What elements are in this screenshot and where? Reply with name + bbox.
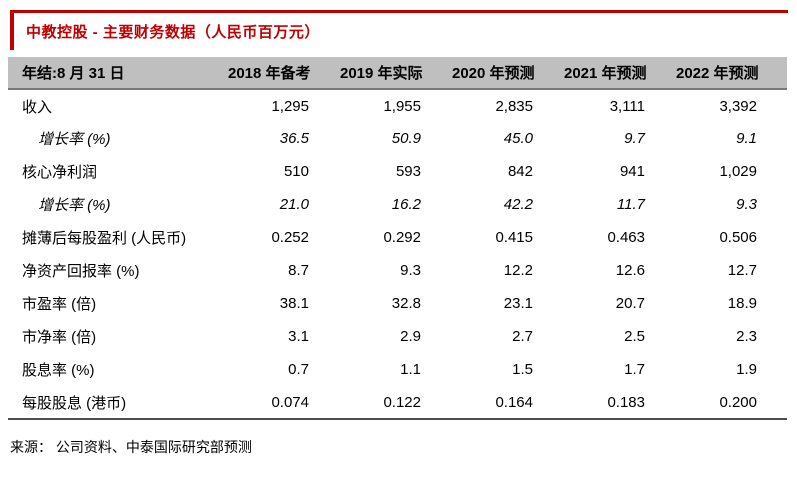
row-label: 每股股息 (港币) — [8, 386, 227, 420]
row-value: 1.7 — [624, 361, 645, 378]
row-value: 16.2 — [391, 196, 421, 213]
table-header-row: 年结:8 月 31 日 2018 年备考 2019 年实际 2020 年预测 2… — [8, 57, 787, 90]
row-value: 3,111 — [609, 97, 645, 115]
row-label: 增长率 (%) — [38, 197, 111, 214]
row-value: 20.7 — [615, 295, 645, 312]
table-row-dps: 每股股息 (港币) 0.074 0.122 0.164 0.183 0.200 — [8, 386, 787, 420]
row-value: 3.1 — [288, 328, 309, 345]
row-value: 50.9 — [391, 130, 421, 147]
row-value: 0.7 — [288, 361, 309, 378]
row-value: 0.463 — [607, 229, 645, 246]
row-value: 12.6 — [615, 262, 645, 279]
table-row-pe-ratio: 市盈率 (倍) 38.1 32.8 23.1 20.7 18.9 — [8, 287, 787, 320]
row-value: 0.252 — [271, 229, 309, 246]
row-value: 1,955 — [383, 97, 421, 115]
row-label: 核心净利润 — [22, 164, 98, 181]
header-col-2019: 2019 年实际 — [339, 57, 451, 90]
row-value: 9.7 — [624, 130, 645, 147]
row-value: 2.3 — [736, 328, 757, 345]
row-value: 32.8 — [391, 295, 421, 312]
row-value: 941 — [619, 163, 645, 180]
source-note: 来源： 公司资料、中泰国际研究部预测 — [10, 439, 252, 455]
header-col-2022: 2022 年预测 — [675, 57, 787, 90]
table-row-revenue-growth: 增长率 (%) 36.5 50.9 45.0 9.7 9.1 — [8, 122, 787, 155]
table-row-diluted-eps: 摊薄后每股盈利 (人民币) 0.252 0.292 0.415 0.463 0.… — [8, 221, 787, 254]
row-value: 0.074 — [227, 386, 339, 420]
table-title-block: 中教控股 - 主要财务数据（人民币百万元） — [10, 10, 788, 50]
row-value: 8.7 — [288, 262, 309, 279]
row-label: 市净率 (倍) — [22, 329, 97, 346]
row-value: 42.2 — [503, 196, 533, 213]
row-value: 45.0 — [503, 130, 533, 147]
row-value: 0.183 — [563, 386, 675, 420]
row-value: 38.1 — [279, 295, 309, 312]
row-label: 摊薄后每股盈利 (人民币) — [22, 230, 187, 247]
row-value: 9.3 — [736, 196, 757, 213]
table-row-profit-growth: 增长率 (%) 21.0 16.2 42.2 11.7 9.3 — [8, 188, 787, 221]
row-value: 11.7 — [616, 196, 645, 213]
row-value: 1.5 — [512, 361, 533, 378]
row-value: 0.292 — [383, 229, 421, 246]
financial-data-table: 年结:8 月 31 日 2018 年备考 2019 年实际 2020 年预测 2… — [8, 57, 787, 420]
row-value: 2.7 — [512, 328, 533, 345]
row-value: 2.5 — [624, 328, 645, 345]
row-value: 1,029 — [719, 163, 757, 180]
row-value: 18.9 — [727, 295, 757, 312]
row-value: 0.200 — [675, 386, 787, 420]
header-col-2018: 2018 年备考 — [227, 57, 339, 90]
row-label: 收入 — [22, 98, 53, 116]
row-value: 12.7 — [727, 262, 757, 279]
header-fiscal-year-end: 年结:8 月 31 日 — [8, 57, 227, 90]
header-col-2021: 2021 年预测 — [563, 57, 675, 90]
row-value: 23.1 — [503, 295, 533, 312]
table-title: 中教控股 - 主要财务数据（人民币百万元） — [26, 24, 320, 41]
table-row-dividend-yield: 股息率 (%) 0.7 1.1 1.5 1.7 1.9 — [8, 353, 787, 386]
row-value: 2.9 — [400, 328, 421, 345]
row-value: 0.164 — [451, 386, 563, 420]
row-value: 1.9 — [736, 361, 757, 378]
table-row-roe: 净资产回报率 (%) 8.7 9.3 12.2 12.6 12.7 — [8, 254, 787, 287]
row-label: 股息率 (%) — [22, 362, 95, 379]
row-label: 净资产回报率 (%) — [22, 263, 140, 280]
row-value: 9.3 — [400, 262, 421, 279]
row-value: 2,835 — [495, 97, 533, 115]
header-col-2020: 2020 年预测 — [451, 57, 563, 90]
row-value: 1,295 — [271, 97, 309, 115]
table-row-pb-ratio: 市净率 (倍) 3.1 2.9 2.7 2.5 2.3 — [8, 320, 787, 353]
row-value: 12.2 — [503, 262, 533, 279]
row-label: 增长率 (%) — [38, 131, 111, 148]
row-value: 593 — [395, 163, 421, 180]
row-value: 9.1 — [736, 130, 757, 147]
row-value: 0.506 — [719, 229, 757, 246]
row-value: 0.122 — [339, 386, 451, 420]
row-label: 市盈率 (倍) — [22, 296, 97, 313]
row-value: 0.415 — [495, 229, 533, 246]
row-value: 842 — [507, 163, 533, 180]
table-row-core-net-profit: 核心净利润 510 593 842 941 1,029 — [8, 155, 787, 188]
table-row-revenue: 收入 1,295 1,955 2,835 3,111 3,392 — [8, 89, 787, 122]
row-value: 36.5 — [279, 130, 309, 147]
row-value: 1.1 — [400, 361, 421, 378]
row-value: 510 — [283, 163, 309, 180]
row-value: 21.0 — [279, 196, 309, 213]
row-value: 3,392 — [719, 97, 757, 115]
